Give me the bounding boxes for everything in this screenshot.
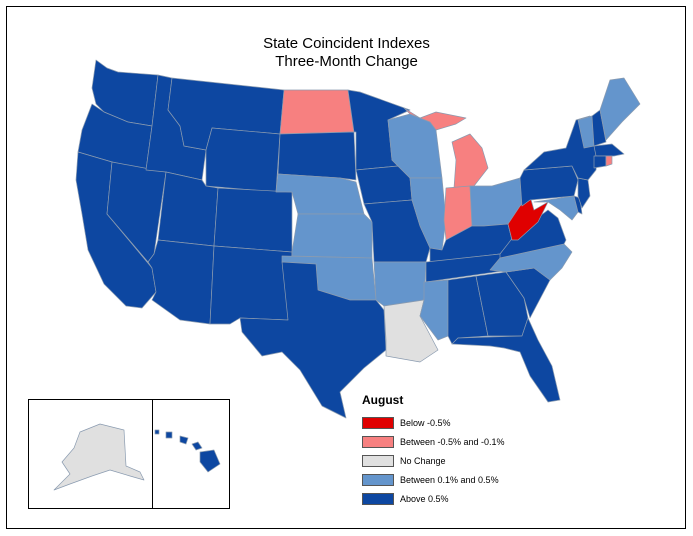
state-HI-3[interactable] bbox=[179, 435, 189, 445]
legend-swatch bbox=[362, 473, 394, 486]
map-title-line2: Three-Month Change bbox=[275, 53, 418, 70]
state-AZ[interactable] bbox=[147, 239, 215, 325]
state-MA[interactable] bbox=[593, 143, 625, 157]
legend-swatch bbox=[362, 454, 394, 467]
inset-divider bbox=[152, 399, 153, 509]
legend-item-above: Above 0.5% bbox=[362, 489, 505, 508]
state-NC[interactable] bbox=[489, 243, 573, 281]
legend-label: Between 0.1% and 0.5% bbox=[400, 474, 499, 485]
legend-title: August bbox=[362, 393, 404, 407]
legend-item-no-change: No Change bbox=[362, 451, 505, 470]
state-RI[interactable] bbox=[605, 155, 613, 167]
state-AK[interactable] bbox=[53, 423, 145, 491]
state-ND[interactable] bbox=[279, 89, 355, 135]
state-HI-5[interactable] bbox=[199, 449, 221, 473]
state-AR[interactable] bbox=[373, 261, 427, 307]
legend-item-below: Below -0.5% bbox=[362, 413, 505, 432]
state-FL[interactable] bbox=[451, 317, 561, 403]
state-HI-1[interactable] bbox=[154, 429, 160, 435]
state-SD[interactable] bbox=[277, 131, 357, 181]
state-NM[interactable] bbox=[209, 245, 293, 325]
state-NH[interactable] bbox=[591, 109, 607, 147]
legend-swatch bbox=[362, 492, 394, 505]
alaska-hawaii-inset bbox=[28, 399, 230, 509]
state-HI-2[interactable] bbox=[165, 431, 173, 439]
legend-swatch bbox=[362, 435, 394, 448]
state-CO[interactable] bbox=[213, 187, 293, 253]
legend-item-slight-growth: Between 0.1% and 0.5% bbox=[362, 470, 505, 489]
state-CT[interactable] bbox=[593, 155, 607, 169]
legend-label: Between -0.5% and -0.1% bbox=[400, 436, 505, 447]
legend-label: Above 0.5% bbox=[400, 493, 449, 504]
legend-label: Below -0.5% bbox=[400, 417, 451, 428]
state-WY[interactable] bbox=[205, 127, 281, 193]
legend-item-slight-decline: Between -0.5% and -0.1% bbox=[362, 432, 505, 451]
legend-swatch bbox=[362, 416, 394, 429]
state-HI-4[interactable] bbox=[191, 441, 203, 451]
state-TX[interactable] bbox=[239, 261, 387, 419]
state-KS[interactable] bbox=[291, 213, 373, 259]
state-ME[interactable] bbox=[599, 77, 641, 141]
legend: August Below -0.5% Between -0.5% and -0.… bbox=[362, 393, 505, 508]
legend-label: No Change bbox=[400, 455, 446, 466]
state-MI[interactable] bbox=[403, 107, 467, 131]
state-MI-lower[interactable] bbox=[451, 133, 489, 189]
map-title-line1: State Coincident Indexes bbox=[263, 35, 430, 52]
